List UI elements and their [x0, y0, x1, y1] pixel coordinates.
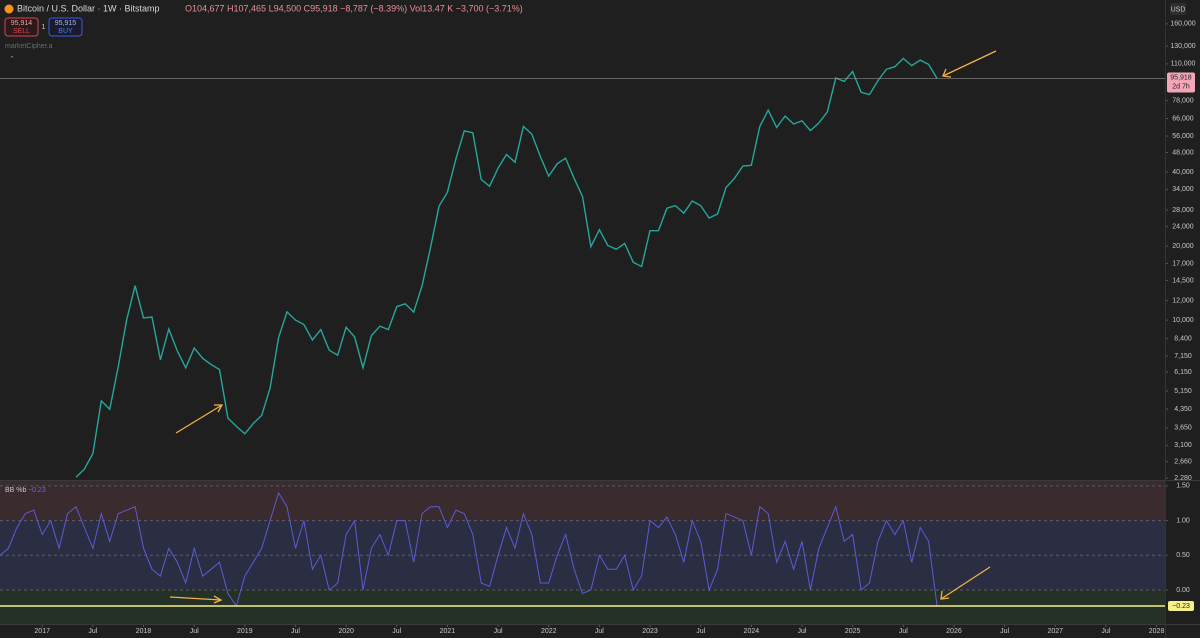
- arrow: [175, 404, 223, 434]
- x-tick-label: Jul: [798, 628, 807, 635]
- x-tick-label: 2022: [541, 628, 557, 635]
- last-value-label: −0.23: [1172, 603, 1190, 610]
- x-tick-label: 2018: [136, 628, 152, 635]
- arrow-head: [213, 595, 223, 604]
- ohlc: O104,677 H107,465 L94,500 C95,918 −8,787…: [185, 3, 523, 13]
- spread: 1: [42, 24, 46, 31]
- y-tick-label: 160,000: [1170, 21, 1195, 28]
- x-tick-label: 2023: [642, 628, 658, 635]
- sell-price: 95,914: [11, 20, 33, 27]
- buy-button[interactable]: [48, 17, 83, 37]
- x-tick-label: Jul: [1101, 628, 1110, 635]
- y-tick-label: 1.50: [1176, 483, 1190, 490]
- x-tick-label: Jul: [1000, 628, 1009, 635]
- y-tick-label: 0.00: [1176, 587, 1190, 594]
- sell-label: SELL: [13, 28, 30, 35]
- y-tick-label: 0.50: [1176, 552, 1190, 559]
- last-price-label: 95,918: [1170, 74, 1192, 81]
- last-value-box: [1168, 600, 1194, 611]
- y-tick-label: 2,660: [1174, 458, 1192, 465]
- indicator-value: −0.23: [28, 487, 46, 494]
- collapse-caret[interactable]: ⌃: [9, 55, 15, 63]
- y-tick-label: 10,000: [1172, 317, 1194, 324]
- arrow: [940, 566, 991, 600]
- x-tick-label: Jul: [494, 628, 503, 635]
- band-oversold: [0, 589, 1165, 624]
- y-tick-label: 5,150: [1174, 388, 1192, 395]
- x-tick-label: Jul: [291, 628, 300, 635]
- x-tick-label: Jul: [595, 628, 604, 635]
- y-tick-label: 3,650: [1174, 425, 1192, 432]
- y-tick-label: 28,000: [1172, 207, 1194, 214]
- arrow-head: [940, 590, 950, 600]
- currency-box[interactable]: [1170, 3, 1186, 15]
- y-tick-label: 6,150: [1174, 369, 1192, 376]
- arrow-head: [942, 68, 952, 78]
- x-tick-label: 2026: [946, 628, 962, 635]
- y-tick-label: 8,400: [1174, 336, 1192, 343]
- y-tick-label: 34,000: [1172, 186, 1194, 193]
- x-tick-label: 2027: [1047, 628, 1063, 635]
- arrow: [942, 50, 997, 77]
- indicator-title: BB %b: [5, 487, 27, 494]
- y-tick-label: 130,000: [1170, 43, 1195, 50]
- x-tick-label: 2017: [34, 628, 50, 635]
- currency: USD: [1171, 6, 1186, 13]
- buy-label: BUY: [58, 28, 73, 35]
- series-line: [0, 491, 938, 608]
- y-tick-label: 78,000: [1172, 97, 1194, 104]
- x-tick-label: 2021: [440, 628, 456, 635]
- x-tick-label: 2028: [1149, 628, 1165, 635]
- x-tick-label: 2020: [338, 628, 354, 635]
- y-tick-label: 48,000: [1172, 149, 1194, 156]
- y-tick-label: 24,000: [1172, 223, 1194, 230]
- y-tick-label: 7,150: [1174, 353, 1192, 360]
- indicator-label: marketCipher.a: [5, 43, 53, 50]
- buy-price: 95,915: [55, 20, 77, 27]
- coin-icon: [4, 4, 14, 14]
- band-overbought: [0, 481, 1165, 521]
- y-tick-label: 66,000: [1172, 115, 1194, 122]
- last-price-box: [1167, 72, 1195, 93]
- y-tick-label: 14,500: [1172, 277, 1194, 284]
- x-tick-label: Jul: [88, 628, 97, 635]
- x-tick-label: Jul: [696, 628, 705, 635]
- y-tick-label: 3,100: [1174, 442, 1192, 449]
- arrow-head: [214, 404, 224, 413]
- x-tick-label: Jul: [190, 628, 199, 635]
- x-tick-label: 2019: [237, 628, 253, 635]
- symbol-title: Bitcoin / U.S. Dollar · 1W · Bitstamp: [17, 3, 160, 13]
- x-tick-label: 2024: [744, 628, 760, 635]
- y-tick-label: 56,000: [1172, 133, 1194, 140]
- y-tick-label: 17,000: [1172, 260, 1194, 267]
- y-tick-label: 12,000: [1172, 297, 1194, 304]
- series-line: [75, 57, 938, 478]
- y-tick-label: 40,000: [1172, 169, 1194, 176]
- countdown: 2d 7h: [1172, 83, 1190, 90]
- sell-button[interactable]: [4, 17, 39, 37]
- y-tick-label: 20,000: [1172, 243, 1194, 250]
- x-tick-label: 2025: [845, 628, 861, 635]
- arrows: [169, 50, 997, 604]
- y-tick-label: 4,350: [1174, 406, 1192, 413]
- y-tick-label: 2,280: [1174, 475, 1192, 482]
- arrow: [169, 596, 222, 601]
- x-tick-label: Jul: [899, 628, 908, 635]
- y-tick-label: 110,000: [1171, 61, 1196, 68]
- x-tick-label: Jul: [392, 628, 401, 635]
- y-tick-label: 1.00: [1176, 517, 1190, 524]
